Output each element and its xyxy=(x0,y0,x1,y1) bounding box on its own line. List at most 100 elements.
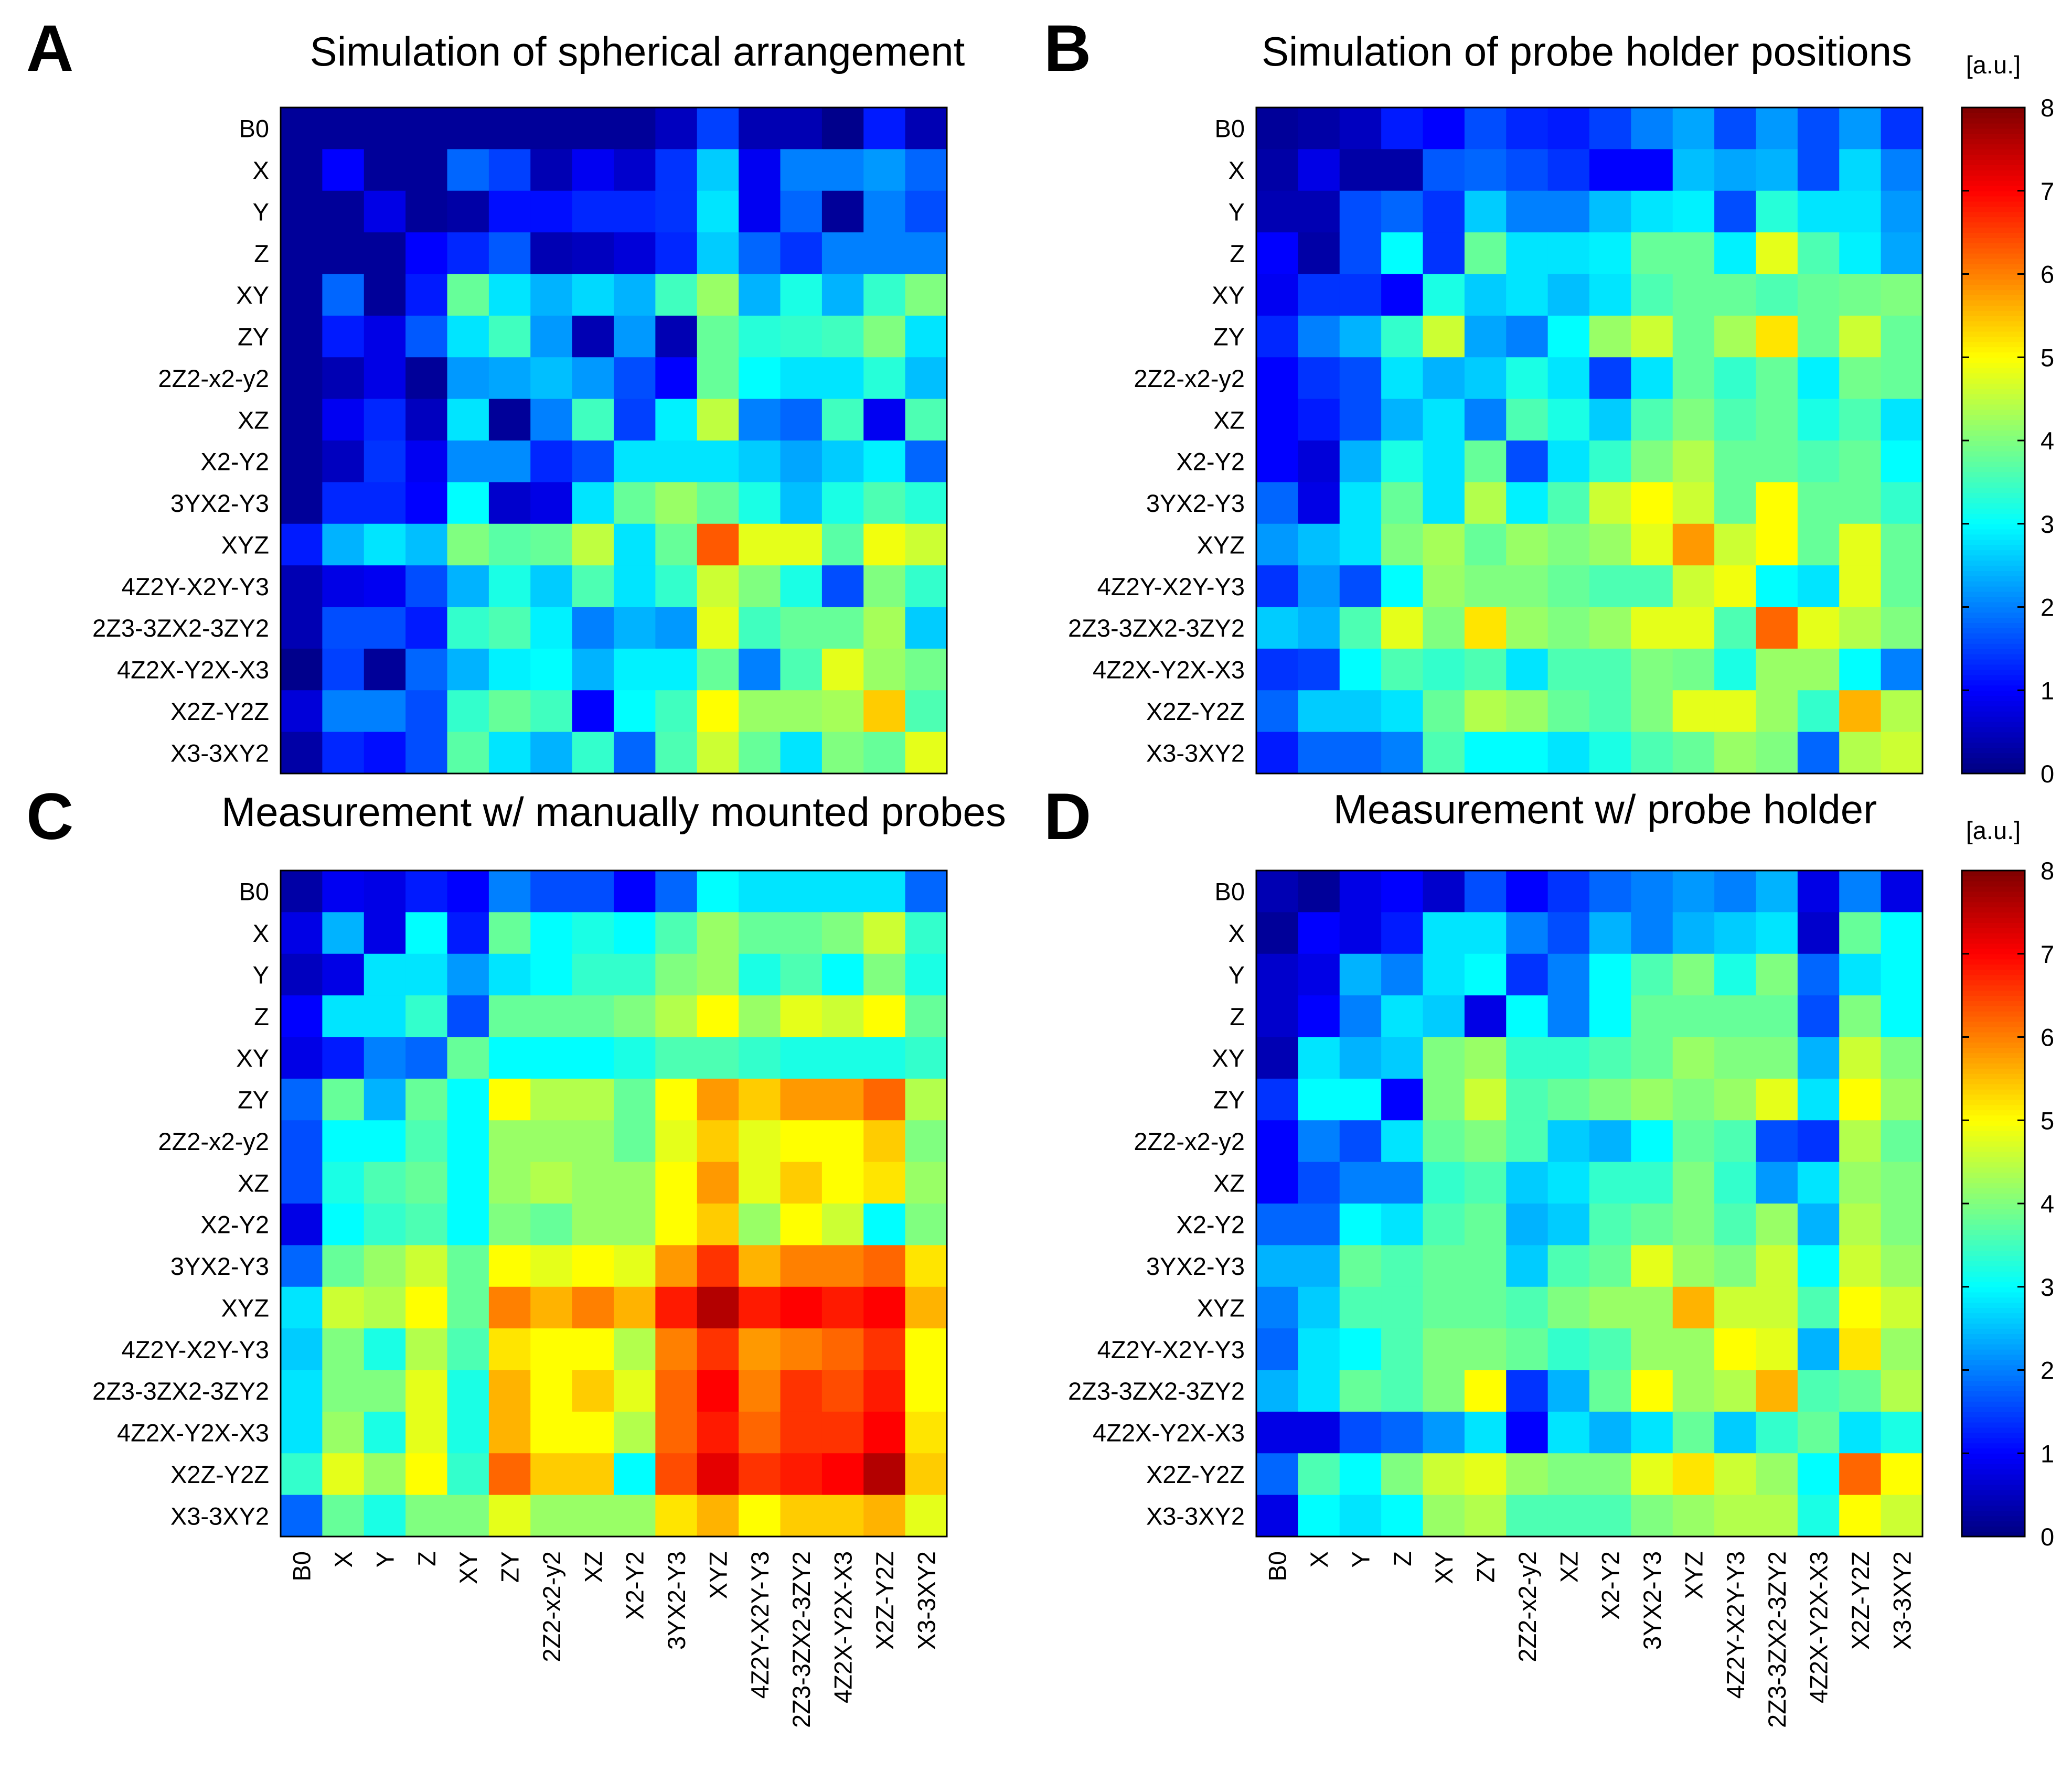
heatmap-cell xyxy=(1423,1078,1465,1121)
heatmap-cell xyxy=(1381,1037,1424,1079)
colorbar-segment xyxy=(1962,912,2025,918)
heatmap-cell xyxy=(281,232,323,275)
heatmap-cell xyxy=(780,315,823,358)
colorbar-segment xyxy=(1962,347,2025,353)
heatmap-cell xyxy=(1506,1453,1548,1496)
heatmap-cell xyxy=(614,1037,656,1079)
heatmap-cell xyxy=(1881,1120,1923,1163)
heatmap-cell xyxy=(863,1495,906,1537)
colorbar-segment xyxy=(1962,643,2025,649)
heatmap-cell xyxy=(530,108,573,150)
heatmap-cell xyxy=(863,523,906,566)
colorbar-segment xyxy=(1962,1110,2025,1116)
heatmap-cell xyxy=(1631,108,1673,150)
heatmap-cell xyxy=(739,1078,781,1121)
heatmap-cell xyxy=(1423,1120,1465,1163)
heatmap-cell xyxy=(405,357,448,400)
heatmap-cell xyxy=(905,1037,947,1079)
y-tick-label: ZY xyxy=(238,323,269,351)
y-tick-label: Z xyxy=(1230,240,1245,267)
heatmap-cell xyxy=(447,190,489,233)
heatmap-cell xyxy=(1714,149,1757,191)
heatmap-cell xyxy=(697,108,739,150)
heatmap-cell xyxy=(1506,690,1548,733)
heatmap-cell xyxy=(281,995,323,1038)
heatmap-cell xyxy=(322,995,365,1038)
colorbar-1: 0 1 2 3 4 5 6 7 8 [a.u.] xyxy=(1961,51,2054,788)
heatmap-cell xyxy=(1839,953,1882,996)
heatmap-cell xyxy=(1464,648,1507,691)
heatmap-cell xyxy=(905,190,947,233)
colorbar-segment xyxy=(1962,1453,2025,1459)
colorbar-segment xyxy=(1962,1204,2025,1209)
heatmap-cell xyxy=(1423,190,1465,233)
colorbar-segment xyxy=(1962,1484,2025,1490)
heatmap-cell xyxy=(405,274,448,316)
heatmap-cell xyxy=(1839,1245,1882,1287)
heatmap-cell xyxy=(1381,523,1424,566)
heatmap-cell xyxy=(863,1245,906,1287)
heatmap-cell xyxy=(1672,1370,1715,1412)
colorbar-segment xyxy=(1962,185,2025,191)
y-tick-label: Z xyxy=(254,240,269,267)
colorbar-segment xyxy=(1962,133,2025,139)
colorbar-segment xyxy=(1962,602,2025,608)
heatmap-cell xyxy=(281,482,323,524)
heatmap-cell xyxy=(1464,912,1507,954)
colorbar-segment xyxy=(1962,1073,2025,1079)
heatmap-cell xyxy=(1714,1453,1757,1496)
heatmap-cell xyxy=(572,871,614,913)
heatmap-cell xyxy=(1631,953,1673,996)
heatmap-cell xyxy=(1256,315,1299,358)
colorbar-segment xyxy=(1962,175,2025,181)
x-tick-label: 4Z2X-Y2X-X3 xyxy=(829,1551,857,1703)
heatmap-cell xyxy=(1839,399,1882,441)
panel-letter-a: A xyxy=(26,12,73,85)
colorbar-tick-label: 8 xyxy=(2041,94,2054,122)
heatmap-cell xyxy=(1714,399,1757,441)
heatmap-cell xyxy=(1797,1120,1840,1163)
heatmap-cell xyxy=(697,399,739,441)
heatmap-cell xyxy=(364,953,406,996)
heatmap-cell xyxy=(572,1245,614,1287)
heatmap-cell xyxy=(572,357,614,400)
heatmap-cell xyxy=(364,108,406,150)
heatmap-cell xyxy=(1506,482,1548,524)
heatmap-cell xyxy=(1339,523,1382,566)
heatmap-cell xyxy=(281,1495,323,1537)
heatmap-cell xyxy=(1797,357,1840,400)
heatmap-cell xyxy=(905,1120,947,1163)
colorbar-segment xyxy=(1962,539,2025,545)
heatmap-cell xyxy=(1506,1411,1548,1454)
heatmap-cell xyxy=(655,912,698,954)
heatmap-cell xyxy=(530,232,573,275)
heatmap-cell xyxy=(405,315,448,358)
heatmap-cell xyxy=(530,482,573,524)
colorbar-segment xyxy=(1962,1156,2025,1163)
heatmap-cell xyxy=(739,1245,781,1287)
heatmap-cell xyxy=(1298,190,1340,233)
heatmap-cell xyxy=(821,523,864,566)
heatmap-cell xyxy=(1464,1453,1507,1496)
heatmap-cell xyxy=(697,1162,739,1204)
heatmap-cell xyxy=(1714,565,1757,608)
colorbar-segment xyxy=(1962,1037,2025,1043)
heatmap-cell xyxy=(1797,482,1840,524)
heatmap-cell xyxy=(1631,1204,1673,1246)
colorbar-segment xyxy=(1962,555,2025,561)
colorbar-tick-label: 7 xyxy=(2041,177,2054,205)
heatmap-cell xyxy=(322,108,365,150)
colorbar-segment xyxy=(1962,1406,2025,1412)
colorbar-segment xyxy=(1962,404,2025,410)
heatmap-cell xyxy=(1464,274,1507,316)
heatmap-cell xyxy=(322,1286,365,1329)
colorbar-segment xyxy=(1962,1198,2025,1204)
y-tick-label: 2Z3-3ZX2-3ZY2 xyxy=(92,1377,269,1405)
heatmap-cell xyxy=(697,1078,739,1121)
colorbar-segment xyxy=(1962,768,2025,774)
heatmap-cell xyxy=(1672,1328,1715,1371)
heatmap-cell xyxy=(739,149,781,191)
heatmap-cell xyxy=(697,953,739,996)
colorbar-segment xyxy=(1962,1448,2025,1454)
colorbar-segment xyxy=(1962,1302,2025,1308)
